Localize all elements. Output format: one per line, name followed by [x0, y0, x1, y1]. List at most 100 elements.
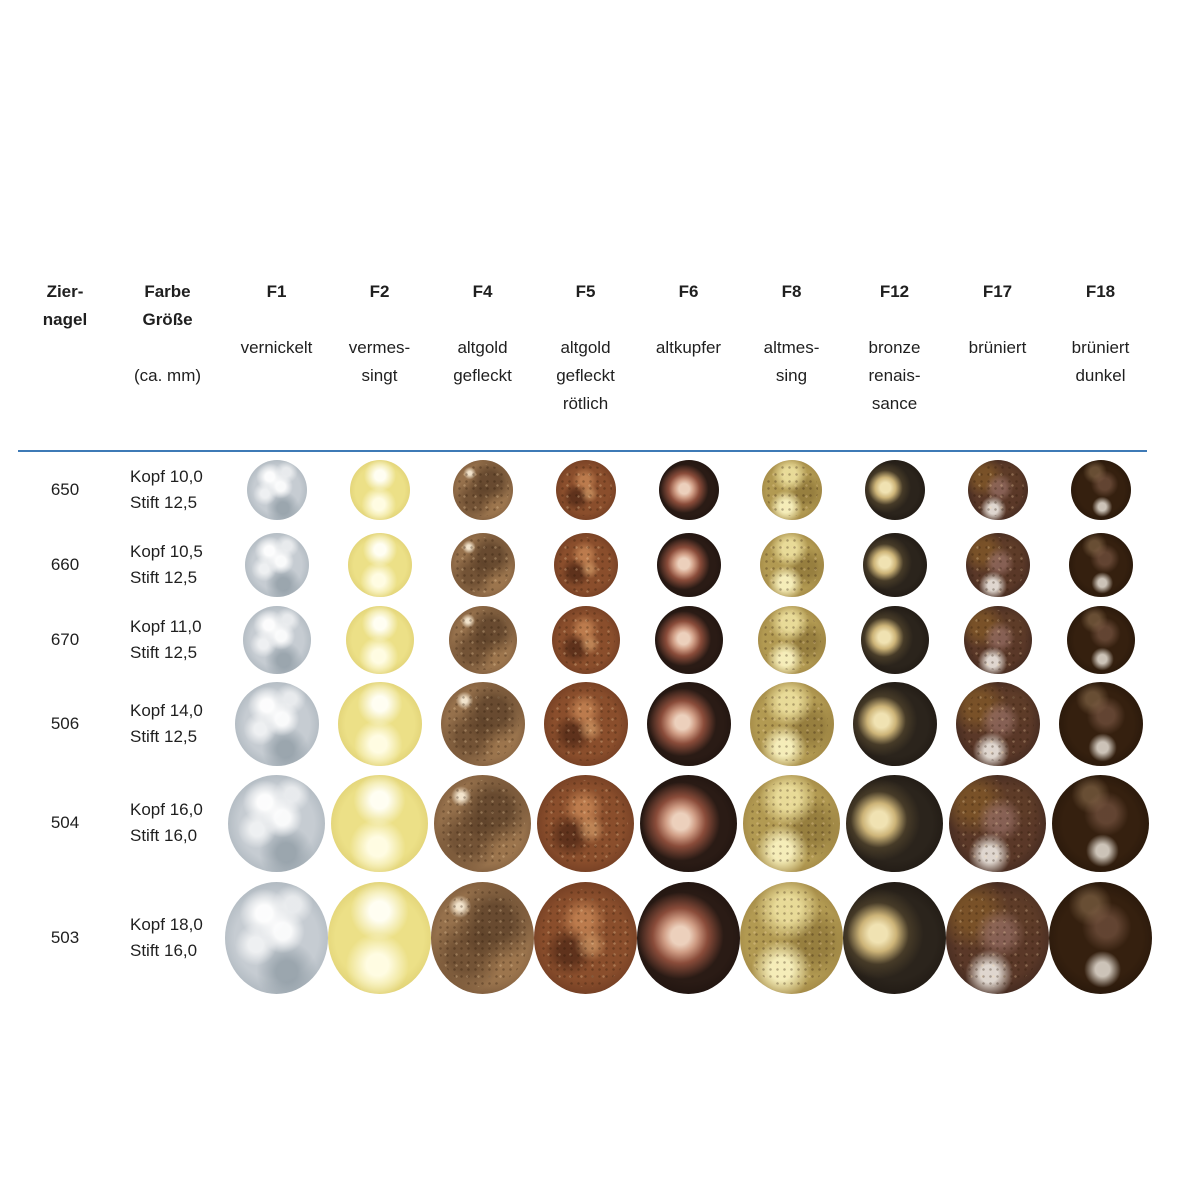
- nail-swatch-660-f2: [347, 533, 412, 597]
- finish-name: brüniert dunkel: [1071, 338, 1130, 385]
- stift-size: Stift 16,0: [130, 941, 198, 960]
- column-header-f12: F12 bronze renais- sance: [843, 250, 946, 446]
- nail-cell-506-f18: [1049, 682, 1152, 766]
- nail-cell-506-f12: [843, 682, 946, 766]
- nail-swatch-670-f2: [345, 606, 414, 674]
- nail-swatch-504-f18: [1052, 774, 1149, 872]
- item-number: 506: [50, 714, 80, 733]
- nail-swatch-670-f17: [963, 606, 1032, 674]
- stift-size: Stift 12,5: [130, 493, 198, 512]
- finish-name: vernickelt: [240, 338, 313, 357]
- item-number: 503: [50, 928, 80, 947]
- column-header-f6: F6 altkupfer: [637, 250, 740, 390]
- kopf-size: Kopf 16,0: [130, 800, 203, 819]
- kopf-size: Kopf 18,0: [130, 915, 203, 934]
- nail-cell-504-f5: [534, 774, 637, 872]
- nail-swatch-506-f17: [955, 682, 1040, 766]
- nail-swatch-504-f12: [846, 774, 943, 872]
- table-row-670: 670 Kopf 11,0 Stift 12,5: [20, 602, 1154, 678]
- table-body: 650 Kopf 10,0 Stift 12,5 660 Kopf 10,5 Stif…: [20, 452, 1154, 1000]
- nail-swatch-660-f6: [656, 533, 721, 597]
- nail-cell-660-f4: [431, 533, 534, 597]
- size-header-bold: Farbe Größe: [142, 282, 193, 329]
- nail-cell-503-f18: [1049, 882, 1152, 994]
- nail-swatch-660-f17: [965, 533, 1030, 597]
- nail-swatch-504-f6: [640, 774, 737, 872]
- nail-swatch-503-f2: [328, 882, 431, 994]
- nail-swatch-650-f2: [349, 460, 410, 520]
- nail-swatch-660-f5: [553, 533, 618, 597]
- nail-swatch-503-f8: [740, 882, 843, 994]
- nail-swatch-504-f1: [228, 774, 325, 872]
- nail-cell-650-f17: [946, 460, 1049, 520]
- finish-name: vermes- singt: [348, 338, 411, 385]
- nail-cell-650-f4: [431, 460, 534, 520]
- item-size: Kopf 16,0 Stift 16,0: [110, 797, 225, 849]
- nail-cell-504-f8: [740, 774, 843, 872]
- nail-swatch-670-f1: [242, 606, 311, 674]
- nail-swatch-504-f17: [949, 774, 1046, 872]
- finish-code: F1: [266, 282, 287, 301]
- nail-cell-506-f1: [225, 682, 328, 766]
- nail-swatch-660-f4: [450, 533, 515, 597]
- item-number: 670: [50, 630, 80, 649]
- kopf-size: Kopf 10,5: [130, 542, 203, 561]
- nail-cell-504-f1: [225, 774, 328, 872]
- nail-swatch-670-f12: [860, 606, 929, 674]
- item-size: Kopf 10,0 Stift 12,5: [110, 464, 225, 516]
- nail-swatch-660-f18: [1068, 533, 1133, 597]
- stift-size: Stift 12,5: [130, 568, 198, 587]
- header-divider-line: [18, 450, 1147, 452]
- nail-swatch-503-f12: [843, 882, 946, 994]
- nail-cell-506-f17: [946, 682, 1049, 766]
- nail-cell-504-f12: [843, 774, 946, 872]
- stift-size: Stift 16,0: [130, 826, 198, 845]
- nail-swatch-503-f18: [1049, 882, 1152, 994]
- finish-name: brüniert: [968, 338, 1027, 357]
- nail-cell-650-f18: [1049, 460, 1152, 520]
- finish-name: altkupfer: [655, 338, 722, 357]
- column-header-f17: F17 brüniert: [946, 250, 1049, 390]
- item-number: 660: [50, 555, 80, 574]
- nail-cell-660-f8: [740, 533, 843, 597]
- nail-cell-503-f4: [431, 882, 534, 994]
- column-header-ziernagel: Zier- nagel: [42, 282, 88, 329]
- kopf-size: Kopf 10,0: [130, 467, 203, 486]
- column-header-f2: F2 vermes- singt: [328, 250, 431, 418]
- column-header-f8: F8 altmes- sing: [740, 250, 843, 418]
- nail-cell-650-f6: [637, 460, 740, 520]
- nail-cell-506-f4: [431, 682, 534, 766]
- nail-swatch-504-f8: [743, 774, 840, 872]
- nail-cell-670-f5: [534, 606, 637, 674]
- nail-swatch-506-f18: [1058, 682, 1143, 766]
- nail-swatch-660-f8: [759, 533, 824, 597]
- finish-code: F4: [472, 282, 493, 301]
- nail-swatch-503-f1: [225, 882, 328, 994]
- kopf-size: Kopf 14,0: [130, 701, 203, 720]
- nail-cell-670-f12: [843, 606, 946, 674]
- item-size: Kopf 10,5 Stift 12,5: [110, 539, 225, 591]
- nail-cell-506-f5: [534, 682, 637, 766]
- nail-cell-650-f1: [225, 460, 328, 520]
- table-row-503: 503 Kopf 18,0 Stift 16,0: [20, 876, 1154, 1000]
- finish-code: F17: [982, 282, 1013, 301]
- finish-code: F6: [678, 282, 699, 301]
- finish-name: altmes- sing: [763, 338, 820, 385]
- kopf-size: Kopf 11,0: [130, 617, 202, 636]
- finish-name: bronze renais- sance: [868, 338, 921, 413]
- nail-cell-670-f18: [1049, 606, 1152, 674]
- nail-cell-506-f6: [637, 682, 740, 766]
- column-header-f4: F4 altgold gefleckt: [431, 250, 534, 418]
- nail-swatch-670-f4: [448, 606, 517, 674]
- stift-size: Stift 12,5: [130, 643, 198, 662]
- nail-swatch-506-f1: [234, 682, 319, 766]
- column-header-size: Farbe Größe (ca. mm): [110, 250, 225, 418]
- nail-cell-506-f2: [328, 682, 431, 766]
- nail-swatch-670-f18: [1066, 606, 1135, 674]
- item-size: Kopf 18,0 Stift 16,0: [110, 912, 225, 964]
- nail-cell-650-f2: [328, 460, 431, 520]
- nail-cell-503-f6: [637, 882, 740, 994]
- nail-swatch-503-f5: [534, 882, 637, 994]
- nail-cell-650-f5: [534, 460, 637, 520]
